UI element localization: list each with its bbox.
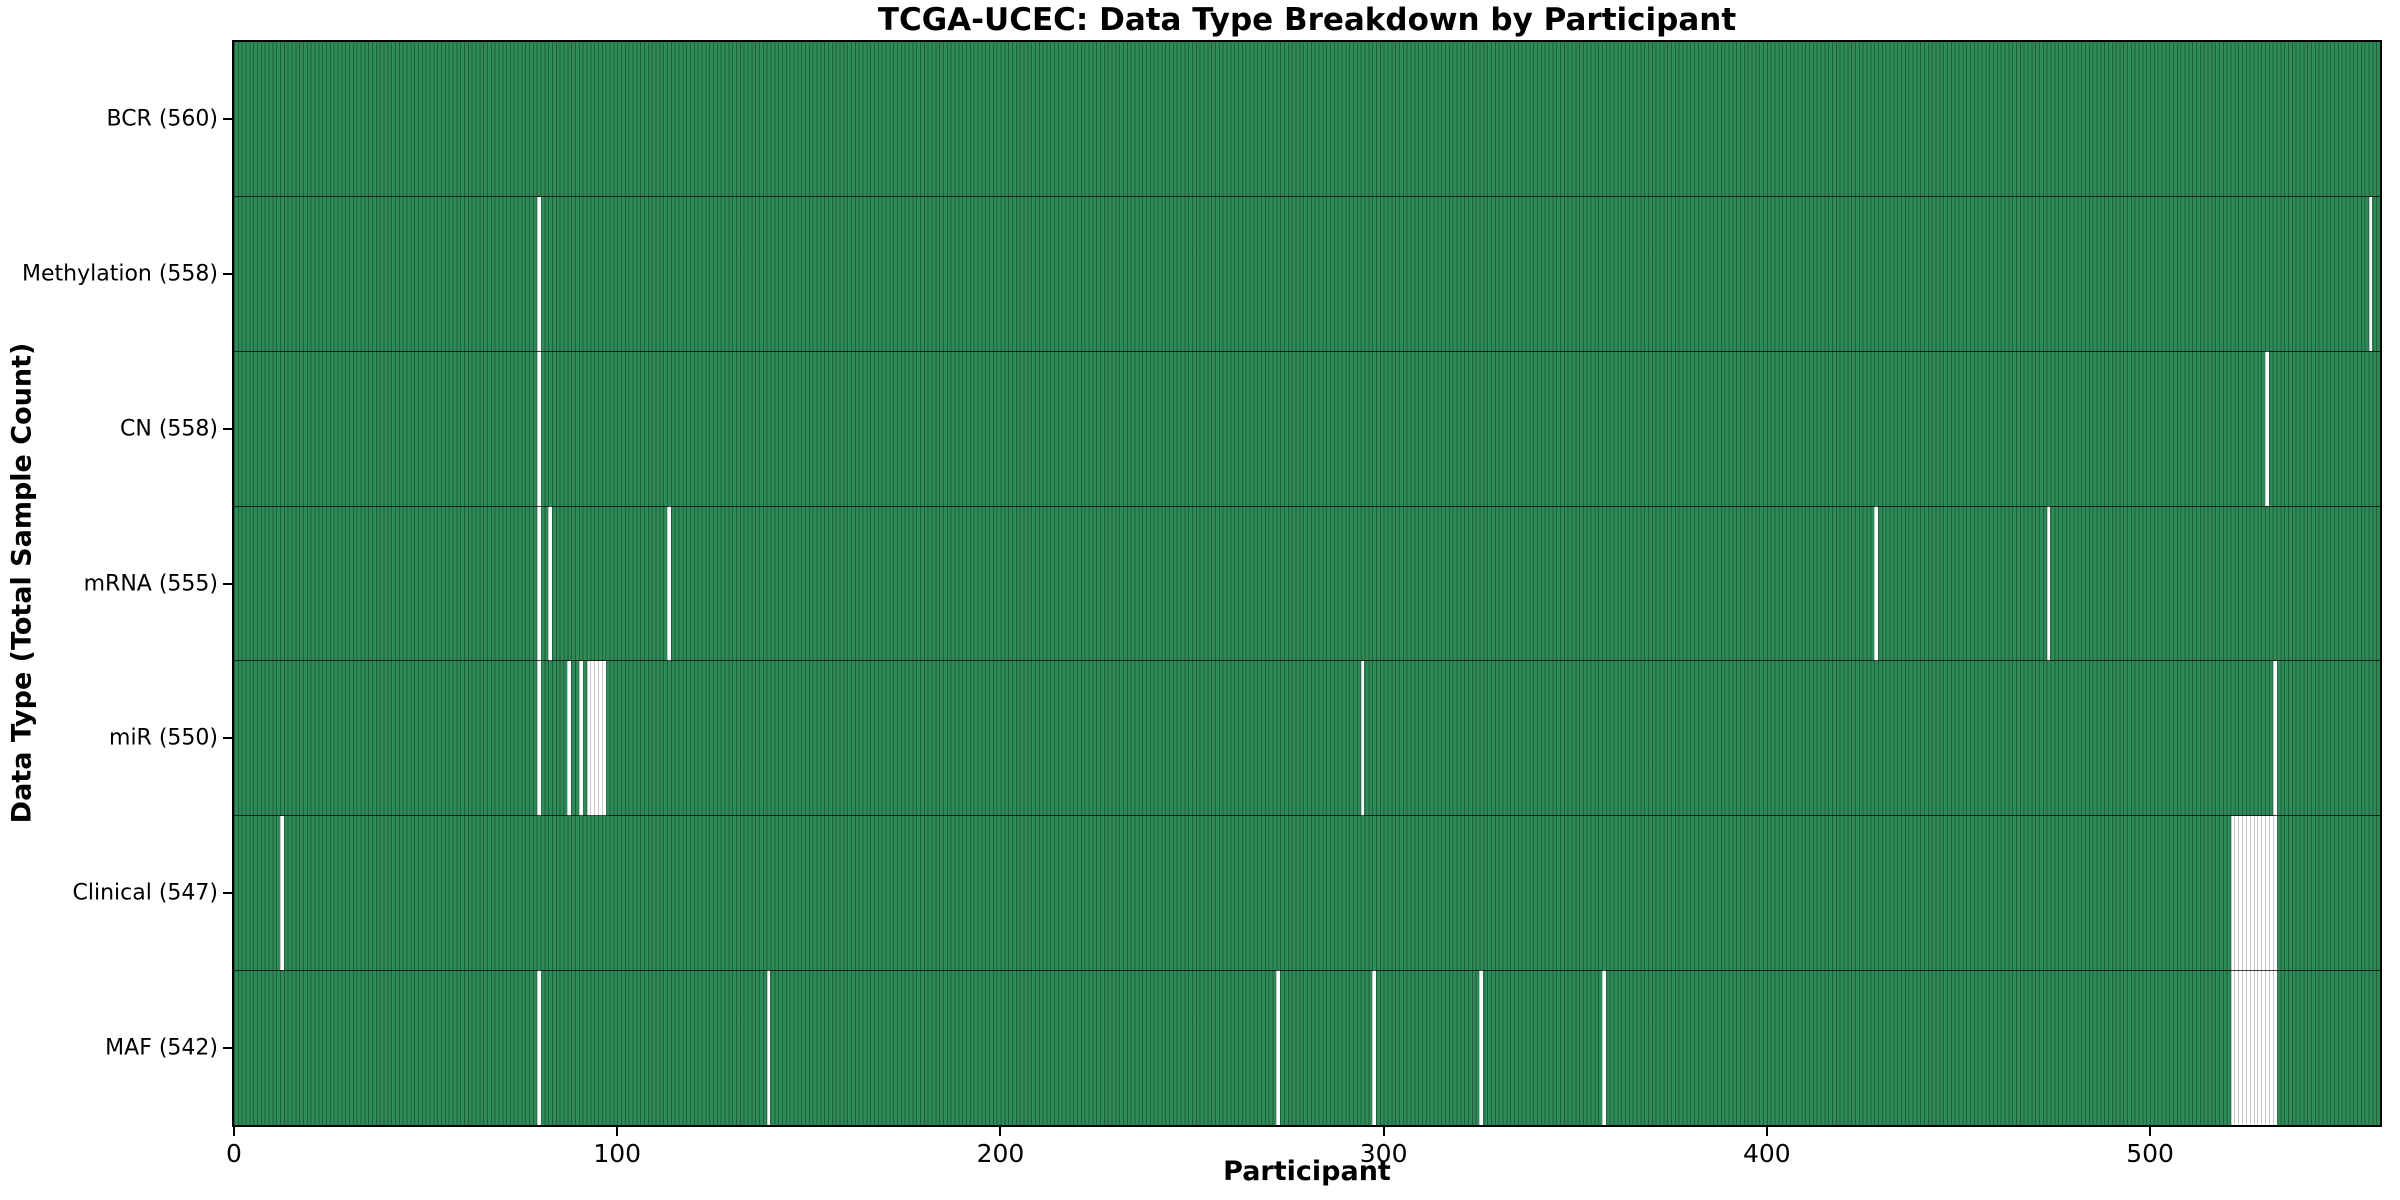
row-separator [234,815,2380,817]
absent-cell [2242,815,2246,971]
absent-cell [1602,970,1606,1125]
absent-cell [2265,970,2269,1125]
absent-cell [2046,506,2051,661]
absent-cell [601,660,606,816]
x-tick-label: 200 [976,1139,1025,1168]
absent-cell [567,660,572,816]
y-tick [223,582,232,585]
y-tick-label: BCR (560) [106,106,218,132]
data-row-clinical [234,815,2380,971]
y-tick [223,427,232,430]
data-row-maf [234,970,2380,1125]
absent-cell [2261,970,2266,1125]
data-row-methylation [234,196,2380,352]
x-tick-label: 0 [226,1139,242,1168]
x-tick [2149,1127,2152,1136]
absent-cell [536,351,541,507]
absent-cell [536,196,541,352]
row-separator [234,969,2380,971]
row-separator [234,505,2380,507]
absent-cell [2257,970,2262,1125]
data-row-cn [234,351,2380,507]
absent-cell [1874,506,1878,661]
y-tick-label: Clinical (547) [72,880,218,906]
absent-cell [548,506,553,661]
absent-cell [2253,970,2258,1125]
y-tick-label: mRNA (555) [83,571,218,596]
absent-cell [2368,196,2373,352]
x-axis-label: Participant [1223,1156,1391,1187]
y-tick-label: miR (550) [109,725,218,751]
y-tick-label: MAF (542) [105,1035,218,1061]
x-tick [1382,1127,1385,1136]
absent-cell [594,660,599,816]
y-tick-label: CN (558) [120,416,218,442]
absent-cell [2234,815,2239,971]
x-tick [1765,1127,1768,1136]
absent-cell [2249,815,2254,971]
absent-cell [2265,815,2269,971]
absent-cell [2238,815,2243,971]
y-tick [223,118,232,121]
absent-cell [590,660,595,816]
absent-cell [2272,970,2277,1125]
x-tick [233,1127,235,1136]
row-separator [234,350,2380,352]
data-row-mir [234,660,2380,816]
absent-cell [2242,970,2246,1125]
absent-cell [2230,970,2235,1125]
absent-cell [2268,815,2273,971]
x-tick [999,1127,1002,1136]
absent-cell [279,815,284,971]
absent-cell [2272,660,2277,816]
absent-cell [536,506,541,661]
absent-cell [2230,815,2235,971]
data-row-bcr [234,42,2380,197]
absent-cell [598,660,602,816]
absent-cell [667,506,671,661]
plot-area: Present Absent [232,40,2382,1127]
absent-cell [578,660,583,816]
y-tick [223,891,232,894]
y-tick-label: Methylation (558) [22,261,218,287]
absent-cell [2257,815,2262,971]
absent-cell [2261,815,2266,971]
absent-cell [2245,970,2250,1125]
absent-cell [536,970,541,1125]
absent-cell [1276,970,1281,1125]
absent-cell [2268,970,2273,1125]
y-tick [223,273,232,276]
plot-grid [234,42,2380,1125]
data-row-mrna [234,506,2380,661]
absent-cell [2234,970,2239,1125]
x-tick-label: 100 [593,1139,642,1168]
absent-cell [1360,660,1365,816]
y-tick [223,737,232,740]
figure-title: TCGA-UCEC: Data Type Breakdown by Partic… [877,2,1737,38]
absent-cell [766,970,771,1125]
y-tick [223,1046,232,1049]
x-tick [616,1127,619,1136]
absent-cell [536,660,541,816]
absent-cell [2249,970,2254,1125]
absent-cell [1479,970,1484,1125]
row-separator [234,660,2380,662]
absent-cell [2238,970,2243,1125]
absent-cell [2253,815,2258,971]
absent-cell [586,660,591,816]
absent-cell [2265,351,2269,507]
absent-cell [1372,970,1376,1125]
absent-cell [2245,815,2250,971]
x-tick-label: 300 [1359,1139,1408,1168]
x-tick-label: 500 [2126,1139,2174,1168]
x-tick-label: 400 [1742,1139,1791,1168]
absent-cell [2272,815,2277,971]
row-separator [234,196,2380,198]
